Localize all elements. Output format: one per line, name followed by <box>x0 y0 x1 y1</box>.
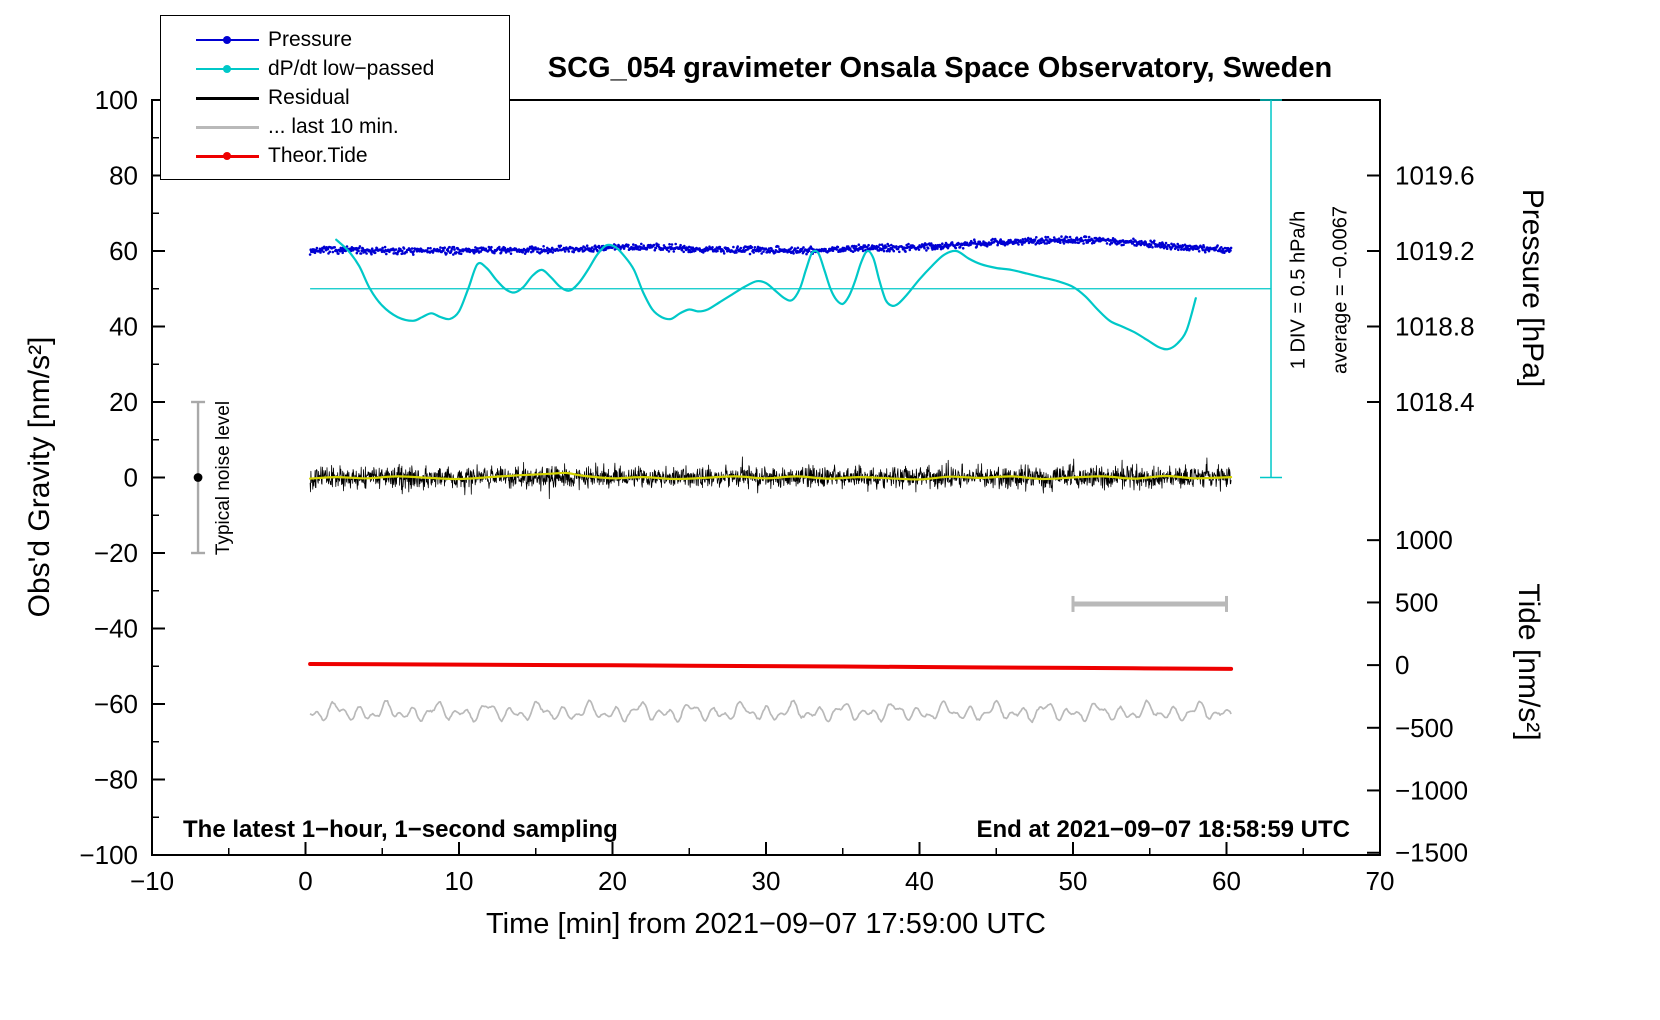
end-time-note: End at 2021−09−07 18:58:59 UTC <box>976 816 1350 843</box>
x-tick-label: 50 <box>1059 866 1088 896</box>
legend-item-residual: Residual <box>161 83 509 112</box>
y-tick-label: 20 <box>109 387 138 417</box>
average-label: average = −0.0067 <box>1329 206 1352 374</box>
tide-tick-label: −1500 <box>1395 838 1468 868</box>
theor-tide-line-marker-icon <box>196 151 259 161</box>
legend-label-pressure: Pressure <box>268 27 353 51</box>
tide-tick-label: 1000 <box>1395 525 1453 555</box>
series-dp-dt-low-passed <box>335 238 1197 351</box>
y-tick-label: −40 <box>94 614 138 644</box>
chart-title: SCG_054 gravimeter Onsala Space Observat… <box>547 52 1333 84</box>
dpdt-line-marker-icon <box>196 64 259 74</box>
y-axis-label-pressure: Pressure [hPa] <box>1516 188 1549 388</box>
legend: Pressure dP/dt low−passed Residual ... l… <box>160 15 510 180</box>
sampling-note: The latest 1−hour, 1−second sampling <box>183 816 618 843</box>
series-residual <box>309 456 1232 500</box>
last10min-line-marker-icon <box>196 122 259 132</box>
residual-line-marker-icon <box>196 93 259 103</box>
x-tick-label: 30 <box>752 866 781 896</box>
legend-item-dpdt: dP/dt low−passed <box>161 54 509 83</box>
legend-line <box>196 125 259 129</box>
y-axis-label-tide: Tide [nm/s²] <box>1512 583 1545 741</box>
legend-dot-icon <box>223 151 231 160</box>
legend-dot-icon <box>223 35 231 44</box>
series-pressure <box>308 235 1233 256</box>
legend-item-last10min: ... last 10 min. <box>161 112 509 141</box>
tide-tick-label: 0 <box>1395 650 1409 680</box>
legend-label-residual: Residual <box>268 85 350 109</box>
legend-line <box>196 96 259 100</box>
y-tick-label: 100 <box>95 85 138 115</box>
tide-tick-label: −500 <box>1395 713 1454 743</box>
legend-label-dpdt: dP/dt low−passed <box>268 56 435 80</box>
typical-noise-level-label: Typical noise level <box>213 400 234 556</box>
x-tick-label: −10 <box>130 866 174 896</box>
y-tick-label: −60 <box>94 689 138 719</box>
y-axis-label-gravity: Obs'd Gravity [nm/s²] <box>23 336 56 618</box>
series-theor-tide <box>308 662 1234 671</box>
legend-label-last10min: ... last 10 min. <box>268 114 399 138</box>
legend-dot-icon <box>223 64 231 73</box>
x-tick-label: 40 <box>905 866 934 896</box>
x-tick-label: 10 <box>445 866 474 896</box>
x-tick-label: 60 <box>1212 866 1241 896</box>
pressure-tick-label: 1019.2 <box>1395 236 1475 266</box>
y-tick-label: −20 <box>94 538 138 568</box>
pressure-tick-label: 1019.6 <box>1395 161 1475 191</box>
legend-item-theor-tide: Theor.Tide <box>161 141 509 170</box>
tide-tick-label: 500 <box>1395 587 1438 617</box>
x-tick-label: 70 <box>1366 866 1395 896</box>
tide-tick-label: −1000 <box>1395 775 1468 805</box>
noise-bar-dot <box>193 473 203 482</box>
y-tick-label: −100 <box>79 840 138 870</box>
y-tick-label: 40 <box>109 312 138 342</box>
series--last-10-min- <box>309 699 1232 724</box>
y-tick-label: −80 <box>94 765 138 795</box>
pressure-line-marker-icon <box>196 35 259 45</box>
legend-item-pressure: Pressure <box>161 25 509 54</box>
legend-label-theor-tide: Theor.Tide <box>268 143 368 167</box>
series-residual-smoothed <box>309 471 1233 481</box>
pressure-tick-label: 1018.4 <box>1395 387 1475 417</box>
x-axis-label: Time [min] from 2021−09−07 17:59:00 UTC <box>486 908 1046 940</box>
y-tick-label: 80 <box>109 161 138 191</box>
div-scale-label: 1 DIV = 0.5 hPa/h <box>1287 210 1310 370</box>
x-tick-label: 0 <box>298 866 312 896</box>
y-tick-label: 0 <box>124 463 138 493</box>
x-tick-label: 20 <box>598 866 627 896</box>
pressure-tick-label: 1018.8 <box>1395 312 1475 342</box>
y-tick-label: 60 <box>109 236 138 266</box>
